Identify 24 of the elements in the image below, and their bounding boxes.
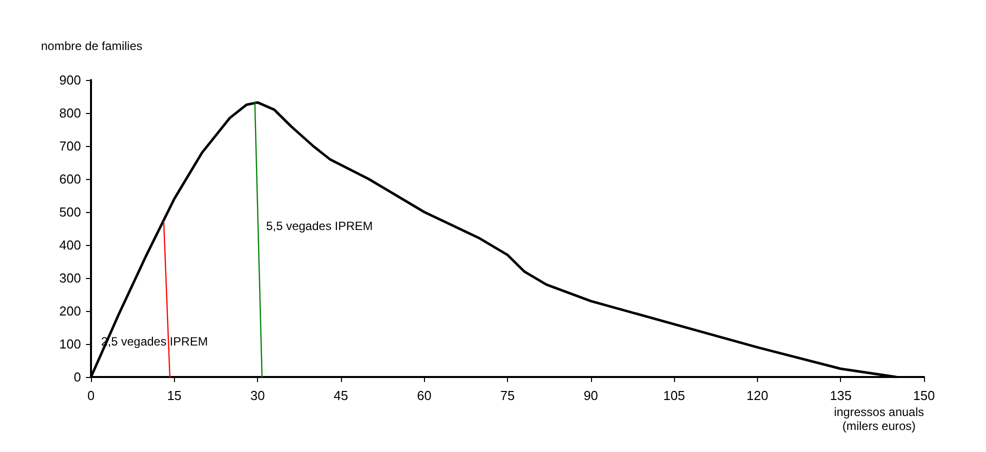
- y-tick-label: 900: [59, 72, 81, 88]
- y-tick-label: 0: [74, 370, 81, 384]
- y-tick-label: 500: [59, 204, 81, 220]
- y-axis-title: nombre de families: [41, 39, 142, 53]
- x-tick-label: 75: [500, 388, 515, 403]
- x-tick-label: 90: [584, 388, 598, 403]
- y-tick-label: 100: [59, 336, 81, 352]
- x-axis-title: ingressos anuals (milers euros): [834, 405, 924, 433]
- y-tick-label: 200: [59, 304, 81, 318]
- x-tick-label: 60: [416, 388, 432, 403]
- x-tick-label: 45: [334, 388, 348, 403]
- y-tick-label: 300: [59, 270, 81, 286]
- y-tick-label: 800: [59, 106, 81, 120]
- x-tick-label: 150: [913, 388, 935, 403]
- y-tick-label: 400: [59, 238, 81, 252]
- x-tick-label: 0: [87, 388, 95, 403]
- x-tick-label: 120: [746, 388, 768, 403]
- x-tick-label: 30: [250, 388, 265, 403]
- y-tick-label: 600: [59, 172, 81, 186]
- x-tick-label: 135: [830, 388, 852, 403]
- x-tick-label: 105: [663, 388, 685, 403]
- series-label: 5,5 vegades IPREM: [266, 218, 373, 233]
- y-tick-label: 700: [59, 138, 81, 154]
- x-tick-label: 15: [167, 388, 182, 403]
